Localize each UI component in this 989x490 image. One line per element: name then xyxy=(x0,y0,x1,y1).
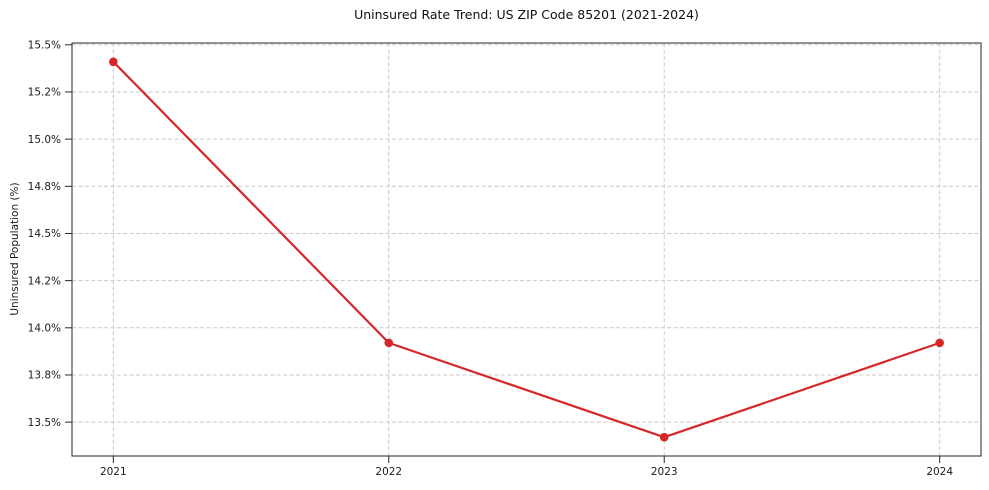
y-tick-label: 15.2% xyxy=(28,87,61,99)
y-tick-label: 14.8% xyxy=(28,181,61,193)
trend-line xyxy=(112,60,941,439)
data-point xyxy=(935,338,944,348)
data-point xyxy=(384,338,394,348)
chart-title: Uninsured Rate Trend: US ZIP Code 85201 … xyxy=(354,7,699,22)
plot-border xyxy=(71,42,982,457)
x-tick-label: 2021 xyxy=(100,466,127,478)
y-tick-label: 15.5% xyxy=(28,39,61,51)
y-tick-label: 13.8% xyxy=(28,370,61,382)
x-tick-label: 2024 xyxy=(926,466,953,478)
y-tick-label: 13.5% xyxy=(28,417,61,429)
x-tick-label: 2023 xyxy=(651,466,678,478)
y-tick-label: 14.2% xyxy=(28,275,61,287)
x-tick-label: 2022 xyxy=(375,466,402,478)
y-tick-label: 14.5% xyxy=(28,228,61,240)
y-tick-label: 14.0% xyxy=(28,322,61,334)
y-tick-label: 15.0% xyxy=(28,134,61,146)
data-point xyxy=(109,57,118,67)
data-point xyxy=(659,432,669,442)
